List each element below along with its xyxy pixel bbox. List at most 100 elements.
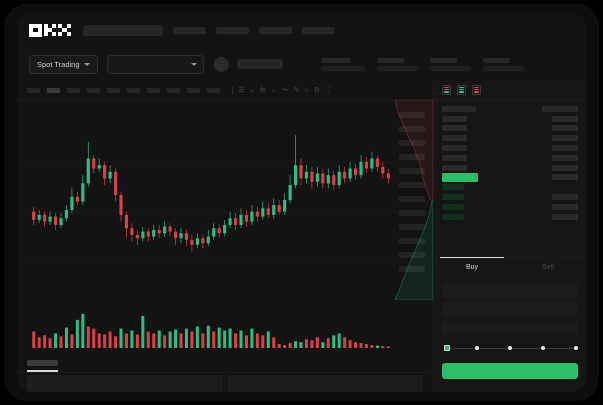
orderbook-cell-right	[552, 213, 578, 220]
timeframe-button-4[interactable]	[107, 87, 120, 93]
order-total-field[interactable]	[442, 321, 578, 335]
fullscreen-icon[interactable]: ⛶	[324, 86, 330, 94]
panel-orders-list[interactable]	[27, 375, 223, 392]
orderbook-bid-row-2[interactable]	[442, 202, 578, 212]
timeframe-button-3[interactable]	[87, 87, 100, 93]
chart-type-dropdown-icon[interactable]: ⌄	[249, 86, 256, 94]
pair-select-dropdown[interactable]	[106, 54, 204, 74]
orderbook-cell-left	[442, 115, 467, 122]
orderbook-trade-panel: Buy Sell	[433, 81, 586, 392]
orderbook-ask-row-0[interactable]	[442, 114, 578, 124]
chart-type-icon[interactable]: ☰	[238, 86, 245, 94]
logo-letter-x	[58, 23, 71, 37]
orders-tab-bar	[17, 353, 433, 373]
orderbook-ask-row-1[interactable]	[442, 124, 578, 134]
device-frame: Spot Trading	[4, 4, 599, 401]
tab-open-orders[interactable]	[27, 359, 58, 372]
candlestick-chart-svg	[17, 112, 433, 272]
amount-percent-slider[interactable]	[444, 343, 578, 355]
orderbook-cell-left	[442, 135, 467, 142]
timeframe-button-6[interactable]	[147, 87, 160, 93]
indicators-icon[interactable]: fx	[260, 86, 266, 94]
tab-sell-label: Sell	[542, 264, 554, 271]
orderbook-ask-row-2[interactable]	[442, 133, 578, 143]
orderbook-bid-row-3[interactable]	[442, 212, 578, 222]
trading-app-window: Spot Trading	[17, 13, 586, 392]
order-entry-form	[434, 277, 586, 379]
slider-stop-25[interactable]	[475, 345, 479, 350]
stat-last-price	[236, 59, 283, 69]
order-amount-field[interactable]	[442, 302, 578, 316]
orderbook-cell-left	[442, 213, 464, 220]
slider-stop-100[interactable]	[574, 345, 578, 350]
okx-logo-icon[interactable]	[29, 23, 71, 37]
timeframe-button-2[interactable]	[67, 87, 80, 93]
orderbook-cell-left	[442, 194, 464, 201]
orderbook-bid-row-0[interactable]	[442, 182, 578, 192]
timeframe-button-0[interactable]	[27, 87, 40, 93]
orderbook-header-row[interactable]	[442, 104, 578, 114]
nav-item-4[interactable]	[302, 26, 335, 34]
nav-item-3[interactable]	[259, 26, 292, 34]
spot-trading-dropdown[interactable]: Spot Trading	[29, 54, 98, 74]
snapshot-icon[interactable]: ⌂	[304, 86, 309, 94]
place-buy-order-button[interactable]	[442, 363, 578, 379]
logo-letter-k	[43, 23, 57, 37]
indicators-dropdown-icon[interactable]: ⌄	[270, 86, 277, 94]
app-header	[17, 13, 586, 47]
orderbook-cell-right	[552, 115, 578, 122]
orderbook-cell-right	[552, 154, 578, 161]
nav-search-placeholder[interactable]	[83, 24, 163, 36]
depth-chart-svg	[394, 100, 433, 300]
orderbook-cell-left	[442, 164, 467, 171]
settings-gear-icon[interactable]: ⚙	[313, 86, 320, 94]
stat-volume-24h	[482, 57, 524, 71]
orderbook-cell-left	[442, 203, 464, 210]
orderbook-cell-right	[552, 164, 578, 171]
chevron-down-icon	[190, 62, 197, 66]
timeframe-button-9[interactable]	[207, 87, 220, 93]
orderbook-mode-bids-icon[interactable]	[457, 85, 466, 95]
bottom-panels	[17, 375, 433, 392]
volume-histogram	[17, 310, 433, 352]
orderbook-ask-row-3[interactable]	[442, 143, 578, 153]
orderbook-cell-left	[442, 184, 464, 191]
orderbook-ask-row-4[interactable]	[442, 153, 578, 163]
pair-stats-bar: Spot Trading	[17, 47, 586, 81]
orderbook-mode-bar	[434, 81, 586, 100]
orderbook-mode-asks-icon[interactable]	[472, 85, 481, 95]
tab-buy[interactable]: Buy	[434, 257, 510, 277]
timeframe-button-1[interactable]	[47, 87, 60, 93]
depth-chart-overlay	[393, 100, 433, 300]
timeframe-button-7[interactable]	[167, 87, 180, 93]
tab-sell[interactable]: Sell	[510, 258, 586, 277]
volume-histogram-svg	[32, 314, 390, 348]
chart-toolbar: ☰ ⌄ fx ⌄ 〜 ✎ ⌂ ⚙ ⛶	[17, 81, 433, 100]
nav-item-1[interactable]	[173, 26, 206, 34]
timeframe-button-5[interactable]	[127, 87, 140, 93]
tab-buy-label: Buy	[465, 264, 479, 271]
nav-item-2[interactable]	[216, 26, 249, 34]
orderbook-bid-row-1[interactable]	[442, 192, 578, 202]
slider-stop-75[interactable]	[541, 345, 545, 350]
orderbook-cell-right	[552, 125, 578, 132]
draw-pencil-icon[interactable]: ✎	[293, 86, 300, 94]
orderbook-cell-left	[442, 105, 476, 112]
stat-change-24h	[320, 57, 365, 71]
orderbook-mode-both-icon[interactable]	[442, 85, 451, 95]
slider-handle[interactable]	[444, 344, 450, 351]
orderbook-list[interactable]	[434, 100, 586, 257]
orderbook-ask-row-5[interactable]	[442, 163, 578, 173]
orderbook-cell-left	[442, 125, 467, 132]
avatar[interactable]	[213, 56, 229, 72]
stat-low-24h	[429, 57, 471, 71]
candlestick-chart[interactable]	[17, 100, 433, 310]
orderbook-spread-row[interactable]	[442, 172, 578, 183]
logo-letter-o	[29, 23, 42, 37]
slider-stop-50[interactable]	[508, 345, 512, 350]
order-price-field[interactable]	[442, 283, 578, 297]
orderbook-cell-right	[552, 135, 578, 142]
timeframe-button-8[interactable]	[187, 87, 200, 93]
trendline-icon[interactable]: 〜	[281, 86, 289, 94]
panel-positions-list[interactable]	[227, 375, 423, 392]
